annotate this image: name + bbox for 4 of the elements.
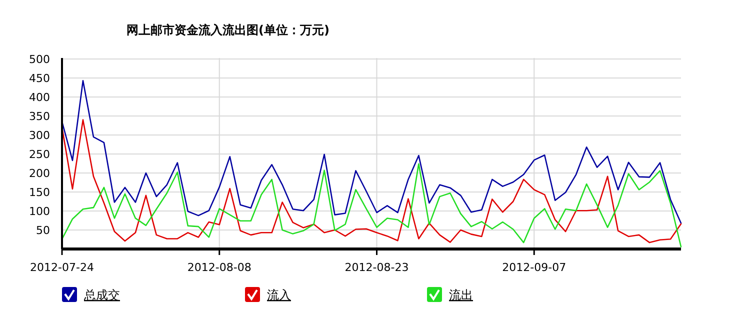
legend-label: 流出: [449, 288, 473, 302]
title: 网上邮市资金流入流出图(单位：万元): [126, 23, 330, 37]
legend-label: 总成交: [83, 288, 120, 302]
legend-label: 流入: [267, 288, 291, 302]
